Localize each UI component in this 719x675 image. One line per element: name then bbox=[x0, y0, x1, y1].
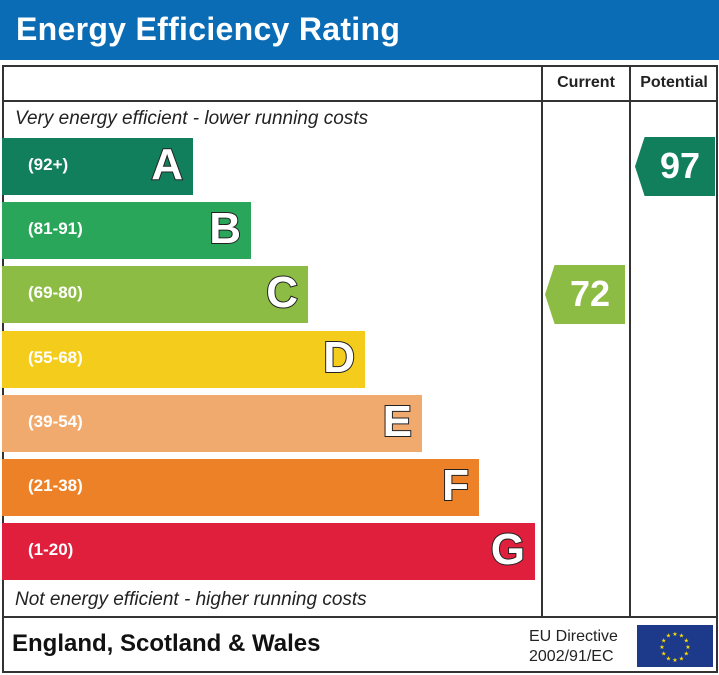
band-letter: E bbox=[382, 396, 413, 447]
band-a: (92+) A bbox=[2, 138, 193, 195]
directive-line2: 2002/91/EC bbox=[529, 648, 614, 665]
band-letter: B bbox=[208, 203, 242, 254]
star-icon: ★ bbox=[666, 633, 671, 640]
star-icon: ★ bbox=[679, 655, 684, 662]
band-b: (81-91) B bbox=[2, 202, 251, 259]
header-banner: Energy Efficiency Rating bbox=[0, 0, 719, 60]
band-range: (55-68) bbox=[28, 348, 83, 367]
band-range: (39-54) bbox=[28, 412, 83, 431]
column-divider bbox=[629, 65, 631, 618]
star-icon: ★ bbox=[661, 638, 666, 645]
star-icon: ★ bbox=[679, 633, 684, 640]
header-divider bbox=[2, 100, 718, 102]
band-letter: F bbox=[441, 460, 470, 511]
directive-line1: EU Directive bbox=[529, 628, 618, 645]
star-icon: ★ bbox=[661, 651, 666, 658]
potential-rating-value: 97 bbox=[659, 145, 701, 186]
current-column-header: Current bbox=[557, 74, 615, 91]
band-letter: G bbox=[490, 524, 526, 575]
star-icon: ★ bbox=[659, 644, 664, 651]
bottom-note: Not energy efficient - higher running co… bbox=[15, 589, 367, 610]
region-label: England, Scotland & Wales bbox=[12, 630, 321, 657]
band-f: (21-38) F bbox=[2, 459, 479, 516]
band-letter: D bbox=[322, 332, 356, 383]
band-letter: A bbox=[150, 139, 184, 190]
band-range: (21-38) bbox=[28, 476, 83, 495]
band-range: (69-80) bbox=[28, 283, 83, 302]
eu-directive: EU Directive 2002/91/EC bbox=[529, 627, 618, 667]
page-title: Energy Efficiency Rating bbox=[16, 11, 401, 47]
band-range: (81-91) bbox=[28, 219, 83, 238]
potential-column-header: Potential bbox=[640, 74, 708, 91]
band-d: (55-68) D bbox=[2, 331, 365, 388]
band-e: (39-54) E bbox=[2, 395, 422, 452]
star-icon: ★ bbox=[685, 644, 690, 651]
star-icon: ★ bbox=[672, 657, 677, 664]
band-range: (92+) bbox=[28, 155, 69, 174]
star-icon: ★ bbox=[684, 651, 689, 658]
footer-divider bbox=[2, 616, 718, 618]
band-g: (1-20) G bbox=[2, 523, 535, 580]
current-rating-arrow: 72 bbox=[545, 265, 625, 324]
potential-rating-arrow: 97 bbox=[635, 137, 715, 196]
column-divider bbox=[541, 65, 543, 618]
band-c: (69-80) C bbox=[2, 266, 308, 323]
current-rating-value: 72 bbox=[569, 273, 611, 314]
eu-flag-icon: ★ ★★★★★★★★★★★ bbox=[637, 625, 713, 667]
star-icon: ★ bbox=[672, 631, 677, 638]
star-icon: ★ bbox=[684, 638, 689, 645]
top-note: Very energy efficient - lower running co… bbox=[15, 108, 369, 129]
star-icon: ★ bbox=[666, 655, 671, 662]
band-letter: C bbox=[265, 267, 299, 318]
band-range: (1-20) bbox=[28, 540, 74, 559]
